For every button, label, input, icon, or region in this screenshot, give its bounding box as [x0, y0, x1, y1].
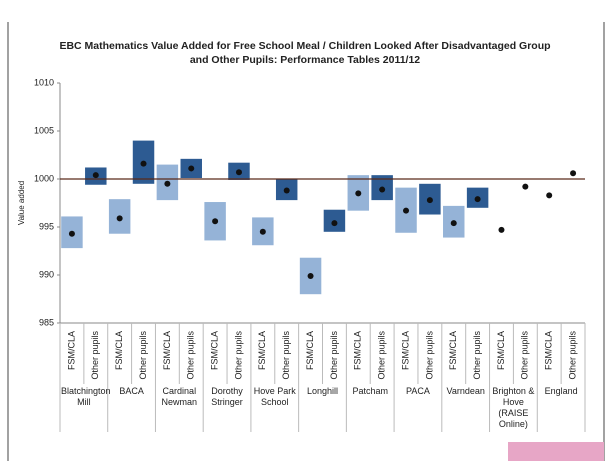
group-label: Patcham	[352, 386, 388, 396]
x-tick-label: FSM/CLA	[544, 331, 554, 370]
x-tick-label: FSM/CLA	[257, 331, 267, 370]
x-tick-label: Other pupils	[138, 331, 148, 380]
value-dot	[164, 180, 171, 187]
value-dot	[331, 220, 338, 227]
chart-title: and Other Pupils: Performance Tables 201…	[190, 54, 420, 66]
x-tick-label: FSM/CLA	[496, 331, 506, 370]
value-dot	[426, 197, 433, 204]
x-tick-label: Other pupils	[520, 331, 530, 380]
x-tick-label: FSM/CLA	[305, 331, 315, 370]
x-tick-label: FSM/CLA	[114, 331, 124, 370]
value-dot	[235, 169, 242, 176]
value-dot	[68, 230, 75, 237]
x-tick-label: Other pupils	[281, 331, 291, 380]
x-tick-label: Other pupils	[472, 331, 482, 380]
group-label: BACA	[119, 386, 144, 396]
value-dot	[92, 172, 99, 179]
value-dot	[498, 226, 505, 233]
group-label: Longhill	[306, 386, 338, 396]
group-label: Hove Park School	[253, 386, 296, 407]
x-tick-label: FSM/CLA	[400, 331, 410, 370]
y-tick-label: 990	[39, 269, 54, 279]
group-label: PACA	[406, 386, 430, 396]
value-dot	[474, 196, 481, 203]
value-dot	[570, 170, 577, 177]
group-label: Varndean	[446, 386, 485, 396]
value-dot	[283, 187, 290, 194]
value-dot	[546, 192, 553, 199]
x-tick-label: Other pupils	[233, 331, 243, 380]
value-dot	[403, 207, 410, 214]
y-tick-label: 1005	[34, 125, 54, 135]
value-dot	[116, 215, 123, 222]
value-dot	[307, 272, 314, 279]
value-dot	[212, 218, 219, 225]
x-tick-label: FSM/CLA	[353, 331, 363, 370]
value-dot	[522, 183, 529, 190]
group-label: Brighton & Hove (RAISE Online)	[492, 386, 535, 429]
y-tick-label: 985	[39, 317, 54, 327]
decoration	[508, 442, 604, 461]
y-tick-label: 1000	[34, 173, 54, 183]
x-tick-label: FSM/CLA	[162, 331, 172, 370]
y-tick-label: 1010	[34, 77, 54, 87]
x-tick-label: Other pupils	[424, 331, 434, 380]
value-dot	[188, 165, 195, 172]
x-tick-label: Other pupils	[567, 331, 577, 380]
chart-title: EBC Mathematics Value Added for Free Sch…	[59, 40, 550, 52]
x-tick-label: FSM/CLA	[209, 331, 219, 370]
value-dot	[379, 186, 386, 193]
group-label: Cardinal Newman	[161, 386, 198, 407]
x-tick-label: Other pupils	[377, 331, 387, 380]
y-tick-label: 995	[39, 221, 54, 231]
group-label: Dorothy Stringer	[211, 386, 243, 407]
x-tick-label: Other pupils	[186, 331, 196, 380]
value-dot	[259, 228, 266, 235]
value-dot	[355, 190, 362, 197]
group-label: England	[544, 386, 578, 396]
x-tick-label: FSM/CLA	[66, 331, 76, 370]
y-axis-label: Value added	[17, 181, 26, 225]
value-dot	[450, 220, 457, 227]
group-label: Blatchington Mill	[61, 386, 111, 407]
x-tick-label: FSM/CLA	[448, 331, 458, 370]
x-tick-label: Other pupils	[329, 331, 339, 380]
x-tick-label: Other pupils	[90, 331, 100, 380]
value-dot	[140, 160, 147, 167]
